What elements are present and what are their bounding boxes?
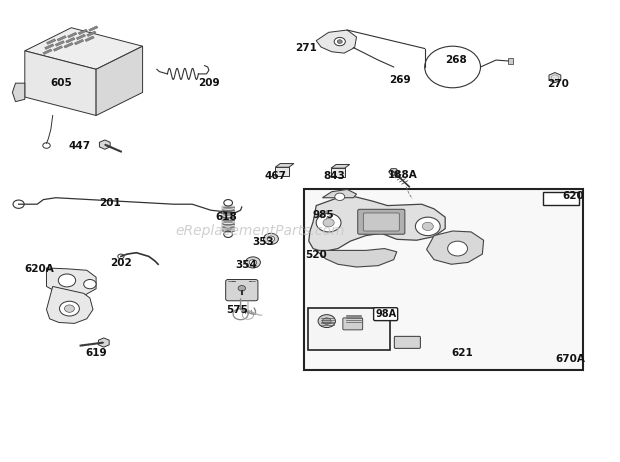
- Circle shape: [422, 222, 433, 231]
- Text: 985: 985: [313, 210, 334, 220]
- Text: 202: 202: [110, 258, 132, 268]
- Polygon shape: [43, 49, 52, 55]
- Polygon shape: [85, 36, 94, 42]
- Polygon shape: [76, 34, 86, 40]
- FancyBboxPatch shape: [222, 206, 234, 231]
- Circle shape: [238, 286, 246, 291]
- Polygon shape: [64, 43, 73, 48]
- Circle shape: [321, 211, 330, 219]
- Text: 447: 447: [68, 141, 91, 152]
- Text: 354: 354: [235, 260, 257, 270]
- Circle shape: [64, 305, 74, 312]
- Circle shape: [249, 260, 257, 265]
- Text: 575: 575: [226, 304, 248, 315]
- Circle shape: [318, 315, 335, 328]
- Circle shape: [264, 233, 278, 244]
- Polygon shape: [87, 31, 96, 36]
- FancyBboxPatch shape: [315, 207, 336, 223]
- Polygon shape: [12, 83, 25, 102]
- Bar: [304, 189, 583, 370]
- Polygon shape: [74, 39, 84, 45]
- Polygon shape: [316, 249, 397, 267]
- Circle shape: [316, 213, 341, 232]
- Polygon shape: [389, 169, 399, 175]
- Circle shape: [337, 40, 342, 43]
- Polygon shape: [53, 46, 63, 51]
- Text: 353: 353: [252, 237, 275, 247]
- Polygon shape: [46, 268, 96, 296]
- Text: 621: 621: [451, 348, 473, 359]
- Polygon shape: [46, 286, 93, 323]
- Circle shape: [267, 236, 275, 242]
- Polygon shape: [309, 196, 445, 252]
- Text: 270: 270: [547, 79, 569, 89]
- Text: 188A: 188A: [388, 170, 418, 180]
- Polygon shape: [68, 32, 77, 38]
- Circle shape: [309, 249, 317, 255]
- Bar: [334, 208, 339, 212]
- Text: 98A: 98A: [375, 309, 396, 319]
- Polygon shape: [331, 164, 350, 168]
- Polygon shape: [78, 29, 87, 35]
- FancyBboxPatch shape: [226, 280, 258, 301]
- Bar: [308, 308, 390, 350]
- Circle shape: [415, 217, 440, 236]
- Circle shape: [322, 318, 331, 324]
- Text: 201: 201: [99, 198, 122, 208]
- FancyBboxPatch shape: [275, 167, 289, 176]
- Polygon shape: [427, 231, 484, 264]
- Circle shape: [84, 280, 96, 289]
- Text: 271: 271: [295, 43, 317, 53]
- Polygon shape: [55, 41, 64, 46]
- Polygon shape: [89, 26, 98, 31]
- Text: 467: 467: [265, 170, 287, 181]
- Text: 268: 268: [445, 55, 467, 65]
- Bar: [508, 58, 513, 64]
- Polygon shape: [96, 46, 143, 116]
- Bar: [543, 192, 579, 205]
- Polygon shape: [549, 73, 561, 83]
- Text: 269: 269: [389, 75, 410, 85]
- Polygon shape: [57, 36, 66, 41]
- Polygon shape: [316, 30, 356, 53]
- Polygon shape: [25, 28, 143, 69]
- Circle shape: [323, 219, 334, 227]
- Bar: [334, 213, 339, 217]
- Circle shape: [246, 257, 260, 268]
- Text: 209: 209: [198, 78, 219, 88]
- Text: 618: 618: [215, 212, 237, 222]
- Polygon shape: [99, 140, 110, 149]
- Text: 620: 620: [562, 191, 585, 201]
- FancyBboxPatch shape: [394, 336, 420, 348]
- FancyBboxPatch shape: [358, 209, 405, 234]
- Polygon shape: [99, 338, 109, 347]
- Text: 620A: 620A: [25, 264, 55, 274]
- Circle shape: [58, 274, 76, 287]
- Circle shape: [334, 37, 345, 46]
- Text: 605: 605: [50, 78, 72, 88]
- Polygon shape: [322, 189, 356, 198]
- FancyBboxPatch shape: [331, 168, 345, 177]
- Text: 619: 619: [86, 348, 107, 359]
- Circle shape: [448, 241, 467, 256]
- Polygon shape: [46, 39, 56, 44]
- Text: 670A: 670A: [556, 354, 585, 365]
- Polygon shape: [25, 51, 96, 116]
- Text: eReplacementParts.com: eReplacementParts.com: [175, 224, 345, 238]
- Polygon shape: [66, 37, 75, 43]
- Circle shape: [60, 301, 79, 316]
- Text: 843: 843: [324, 171, 346, 182]
- Polygon shape: [45, 44, 54, 49]
- FancyBboxPatch shape: [343, 318, 363, 330]
- Circle shape: [335, 193, 345, 201]
- FancyBboxPatch shape: [363, 213, 399, 231]
- FancyBboxPatch shape: [305, 247, 321, 257]
- Polygon shape: [275, 164, 294, 167]
- Text: 520: 520: [305, 250, 327, 260]
